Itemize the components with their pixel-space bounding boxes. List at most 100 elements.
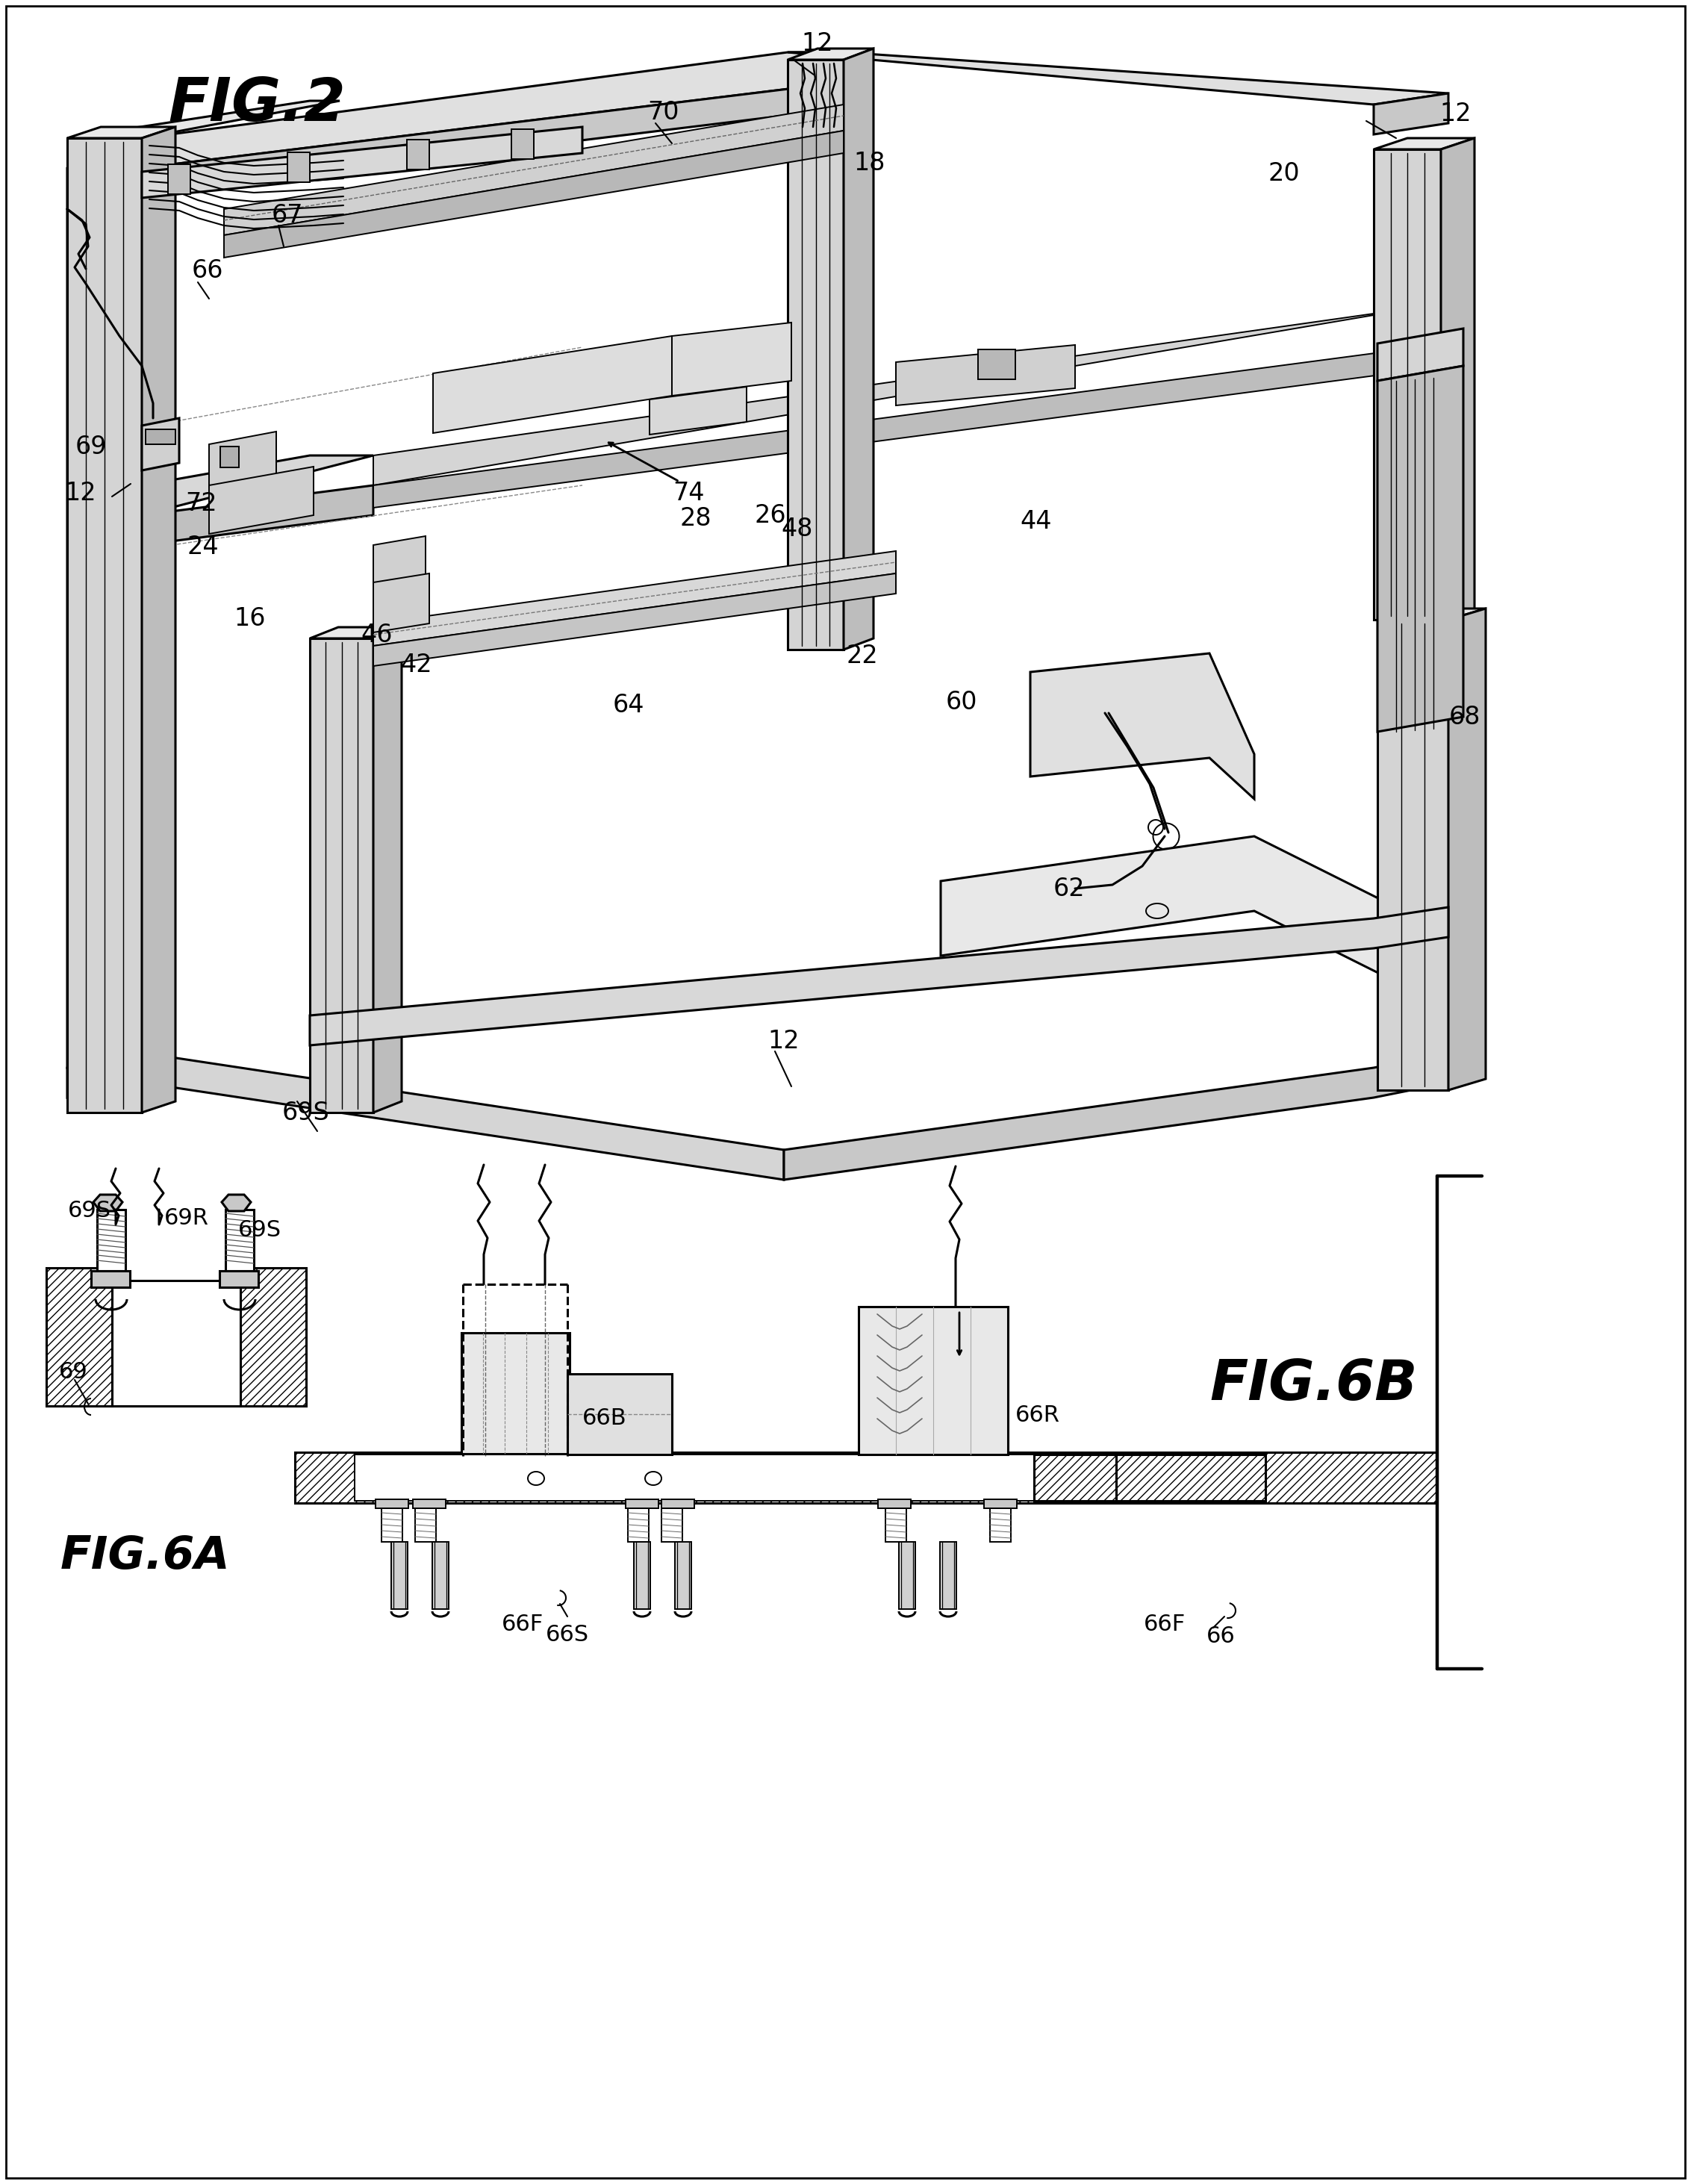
Polygon shape [93, 1195, 122, 1212]
Polygon shape [1373, 94, 1449, 135]
Polygon shape [374, 535, 426, 583]
Polygon shape [1378, 367, 1463, 732]
Text: 66F: 66F [1143, 1614, 1185, 1636]
Polygon shape [844, 48, 874, 649]
Text: 69: 69 [74, 435, 107, 459]
Text: 26: 26 [754, 502, 786, 529]
Polygon shape [1449, 609, 1486, 1090]
Polygon shape [68, 138, 142, 168]
Bar [46, 1269, 112, 1406]
Polygon shape [142, 127, 176, 1112]
Bar [989, 1503, 1011, 1542]
Polygon shape [68, 138, 142, 1068]
Bar [1033, 1455, 1116, 1500]
Text: 66: 66 [1206, 1625, 1234, 1647]
Text: 18: 18 [854, 151, 886, 175]
Text: 28: 28 [680, 507, 712, 531]
Bar [626, 1498, 658, 1509]
Text: 44: 44 [1020, 509, 1052, 533]
Text: 22: 22 [846, 644, 878, 668]
Polygon shape [223, 105, 844, 236]
Polygon shape [374, 343, 1449, 507]
Polygon shape [68, 127, 176, 138]
Text: 70: 70 [648, 100, 678, 124]
Polygon shape [1441, 138, 1475, 620]
Polygon shape [222, 1195, 250, 1212]
Bar [112, 1280, 240, 1406]
Bar [627, 1503, 649, 1542]
Text: 16: 16 [235, 605, 265, 631]
Bar [568, 1374, 671, 1455]
Polygon shape [649, 387, 747, 435]
Text: 66S: 66S [546, 1625, 588, 1647]
Polygon shape [1378, 328, 1463, 380]
Polygon shape [788, 48, 874, 59]
Polygon shape [68, 1053, 785, 1179]
Polygon shape [433, 336, 671, 432]
Text: 60: 60 [945, 690, 977, 714]
Bar [414, 1503, 436, 1542]
Polygon shape [374, 550, 896, 646]
Text: 66B: 66B [582, 1409, 627, 1431]
Bar [225, 1210, 254, 1271]
Polygon shape [788, 52, 1449, 105]
Text: 66R: 66R [1015, 1404, 1060, 1426]
Bar [375, 1498, 409, 1509]
Text: 69R: 69R [164, 1208, 210, 1230]
Polygon shape [309, 906, 1449, 1046]
Polygon shape [1030, 653, 1255, 799]
Polygon shape [940, 836, 1449, 1009]
Text: 66: 66 [191, 258, 223, 282]
Bar [977, 349, 1015, 380]
Polygon shape [1373, 149, 1441, 620]
Text: 69: 69 [59, 1361, 88, 1382]
Polygon shape [1378, 609, 1486, 620]
Polygon shape [142, 485, 374, 546]
Text: 66F: 66F [502, 1614, 543, 1636]
Text: 67: 67 [272, 203, 303, 227]
Text: 12: 12 [768, 1029, 800, 1055]
Polygon shape [142, 417, 179, 470]
Bar [220, 1271, 259, 1286]
Text: 46: 46 [362, 622, 392, 646]
Text: 72: 72 [186, 491, 218, 515]
Polygon shape [68, 100, 340, 138]
Polygon shape [309, 638, 374, 1112]
Bar [294, 1452, 1437, 1503]
Polygon shape [896, 345, 1075, 406]
Polygon shape [142, 83, 844, 194]
Text: 12: 12 [1441, 100, 1471, 127]
Bar [382, 1503, 402, 1542]
Polygon shape [374, 627, 402, 1112]
Bar [675, 1542, 692, 1610]
Text: 24: 24 [188, 535, 218, 559]
Text: 20: 20 [1268, 162, 1300, 186]
Bar [413, 1498, 446, 1509]
Bar [220, 446, 238, 467]
Bar [355, 1455, 1033, 1500]
Polygon shape [210, 432, 276, 487]
Text: 12: 12 [64, 480, 96, 505]
Polygon shape [785, 1053, 1449, 1179]
Polygon shape [210, 467, 313, 533]
Bar [661, 1498, 695, 1509]
Bar [408, 140, 430, 170]
Bar [900, 1542, 915, 1610]
Text: 69S: 69S [238, 1219, 281, 1241]
Bar [984, 1498, 1016, 1509]
Bar [511, 129, 534, 159]
Polygon shape [142, 456, 374, 515]
Bar [433, 1542, 448, 1610]
Bar [145, 430, 176, 443]
Bar [940, 1542, 957, 1610]
Polygon shape [788, 59, 844, 649]
Bar [391, 1542, 408, 1610]
Polygon shape [374, 574, 896, 666]
Bar [287, 153, 309, 181]
Text: 42: 42 [401, 653, 433, 677]
Text: 69S: 69S [282, 1101, 330, 1125]
Bar [878, 1498, 911, 1509]
Polygon shape [223, 131, 844, 258]
Text: 74: 74 [673, 480, 703, 505]
Text: FIG.6B: FIG.6B [1211, 1358, 1417, 1413]
